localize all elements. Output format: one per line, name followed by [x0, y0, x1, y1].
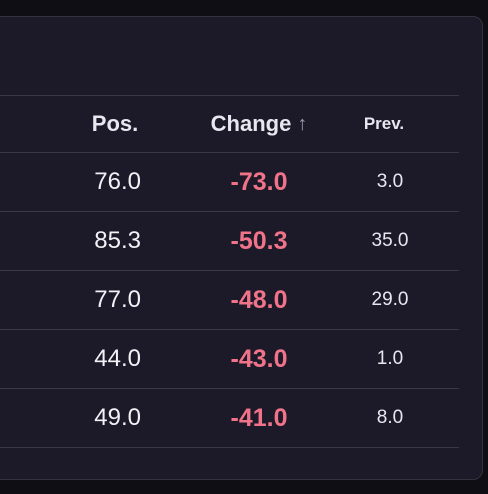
cell-change: -41.0 [230, 403, 288, 432]
cell-pos: 85.3 [94, 227, 141, 254]
cell-pos: 77.0 [94, 286, 141, 313]
cell-change: -43.0 [230, 344, 288, 373]
cell-prev: 35.0 [371, 230, 409, 251]
column-header-change[interactable]: Change ↑ [194, 96, 324, 152]
cell-change: -50.3 [230, 226, 288, 255]
table-header-row: Pos. Change ↑ Prev. [0, 95, 459, 153]
table-panel: Pos. Change ↑ Prev. 76.0 -73.0 3.0 85.3 … [0, 16, 483, 480]
table-row[interactable]: 85.3 -50.3 35.0 [0, 212, 459, 271]
table-row[interactable]: 77.0 -48.0 29.0 [0, 271, 459, 330]
cell-change: -48.0 [230, 285, 288, 314]
column-header-pos[interactable]: Pos. [55, 96, 175, 152]
cell-prev: 3.0 [376, 171, 404, 192]
cell-prev: 29.0 [371, 289, 409, 310]
data-table: Pos. Change ↑ Prev. 76.0 -73.0 3.0 85.3 … [0, 95, 459, 448]
table-row[interactable]: 49.0 -41.0 8.0 [0, 389, 459, 448]
column-header-change-label: Change [210, 111, 292, 136]
arrow-up-icon: ↑ [297, 112, 308, 135]
column-header-prev[interactable]: Prev. [334, 96, 434, 152]
column-header-pos-label: Pos. [91, 111, 139, 136]
table-row[interactable]: 76.0 -73.0 3.0 [0, 153, 459, 212]
cell-pos: 76.0 [94, 168, 141, 195]
cell-pos: 44.0 [94, 345, 141, 372]
cell-prev: 8.0 [376, 407, 404, 428]
cell-prev: 1.0 [376, 348, 404, 369]
cell-pos: 49.0 [94, 404, 141, 431]
cell-change: -73.0 [230, 167, 288, 196]
table-row[interactable]: 44.0 -43.0 1.0 [0, 330, 459, 389]
column-header-prev-label: Prev. [363, 114, 405, 133]
